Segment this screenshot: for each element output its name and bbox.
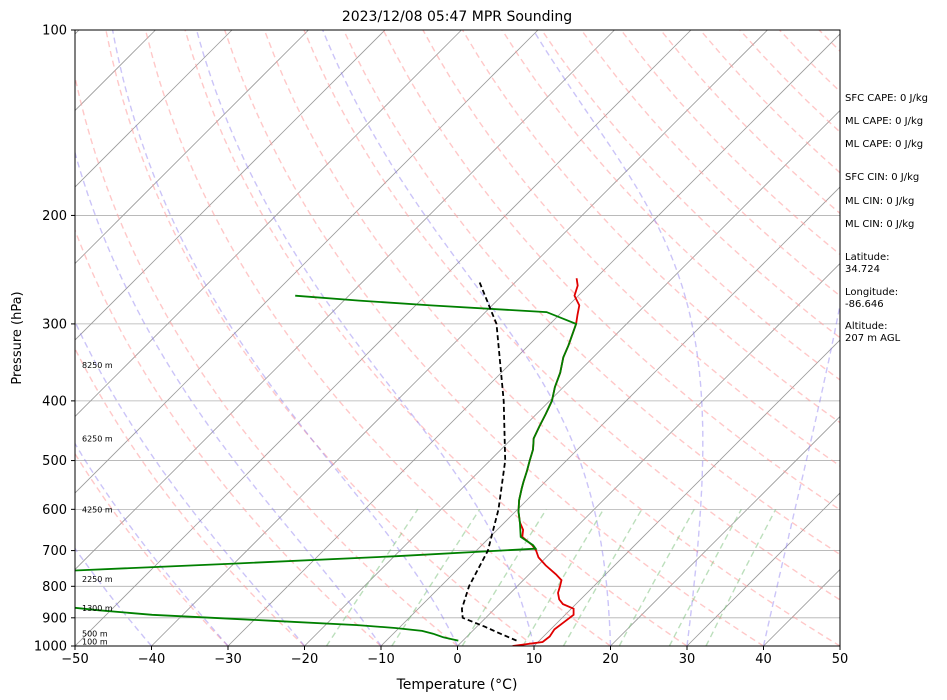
x-tick-label: 30 (679, 652, 696, 667)
ml-cape-text-2: ML CAPE: 0 J/kg (845, 139, 924, 150)
dry-adiabat (382, 30, 840, 511)
x-tick-label: −50 (61, 652, 88, 667)
grid-layer (0, 30, 840, 646)
mixing-ratio-line (562, 508, 643, 646)
dry-adiabat (342, 30, 840, 556)
ml-cin-text-2: ML CIN: 0 J/kg (845, 219, 915, 230)
height-label: 4250 m (82, 505, 113, 514)
mixing-ratio-line (668, 508, 742, 646)
moist-adiabat (75, 150, 382, 646)
x-tick-label: 50 (832, 652, 849, 667)
height-label: 500 m (82, 630, 108, 639)
x-axis-label: Temperature (°C) (396, 677, 518, 693)
isotherm-gridline (380, 186, 840, 646)
y-tick-label: 1000 (34, 640, 67, 655)
dry-adiabat (184, 30, 688, 646)
height-label: 1300 m (82, 604, 113, 613)
dry-adiabat (144, 30, 611, 646)
isotherm-gridline (533, 339, 840, 646)
mixing-ratio-line (522, 508, 605, 646)
x-tick-label: 20 (602, 652, 619, 667)
dewpoint-profile-line (75, 294, 578, 642)
isotherm-gridline (610, 415, 840, 646)
isotherm-gridline (75, 30, 462, 418)
ml-cape-text: ML CAPE: 0 J/kg (845, 116, 924, 127)
isotherm-gridline (75, 30, 615, 571)
dry-adiabat (303, 30, 840, 601)
isotherm-gridline (151, 30, 768, 646)
x-tick-label: 40 (755, 652, 772, 667)
dry-adiabat (75, 73, 458, 646)
x-tick-label: −40 (138, 652, 165, 667)
y-axis: 1000 900 800 700 600 500 400 300 200 100 (34, 24, 75, 655)
height-label: 100 m (82, 638, 108, 647)
y-tick-label: 500 (42, 454, 67, 469)
height-label: 8250 m (82, 361, 113, 370)
altitude-text: Altitude: 207 m AGL (845, 321, 901, 344)
moist-adiabat (322, 30, 612, 646)
y-axis-label: Pressure (hPa) (10, 291, 25, 384)
isotherm-gridline (0, 30, 3, 646)
y-tick-label: 700 (42, 544, 67, 559)
y-tick-label: 400 (42, 394, 67, 409)
isotherm-gridline (75, 30, 692, 646)
moist-adiabat (195, 30, 535, 646)
x-axis: −50 −40 −30 −20 −10 0 10 20 30 40 50 (61, 646, 848, 667)
latitude-text: Latitude: 34.724 (845, 252, 890, 275)
background-lines (75, 30, 840, 646)
dry-adiabat (263, 30, 840, 646)
y-tick-label: 200 (42, 209, 67, 224)
isotherm-gridline (457, 262, 840, 646)
isotherm-gridline (304, 109, 840, 646)
y-tick-label: 800 (42, 580, 67, 595)
y-tick-label: 900 (42, 611, 67, 626)
y-tick-label: 600 (42, 503, 67, 518)
height-label: 2250 m (82, 575, 113, 584)
moist-adiabat (111, 30, 459, 646)
x-tick-label: −10 (367, 652, 394, 667)
isotherm-gridline (75, 30, 386, 341)
moist-adiabat (762, 301, 840, 646)
isotherm-gridline (75, 30, 539, 494)
chart-title: 2023/12/08 05:47 MPR Sounding (342, 9, 572, 25)
x-tick-label: 10 (526, 652, 543, 667)
dry-adiabat (75, 452, 229, 646)
dry-adiabat (422, 30, 840, 467)
temperature-profile-line (512, 278, 581, 646)
ml-cin-text: ML CIN: 0 J/kg (845, 196, 915, 207)
mixing-ratio-line (461, 508, 547, 646)
longitude-text: Longitude: -86.646 (845, 287, 899, 310)
mixing-ratio-line (391, 508, 481, 646)
x-tick-label: −20 (291, 652, 318, 667)
moist-adiabat (75, 442, 229, 646)
dry-adiabat (224, 30, 764, 646)
mixing-ratio-line (705, 508, 777, 646)
isotherm-gridline (686, 492, 840, 646)
x-tick-label: 0 (453, 652, 461, 667)
dry-adiabat (580, 30, 840, 297)
height-label: 6250 m (82, 434, 113, 443)
dry-adiabat (105, 30, 535, 646)
isotherm-gridline (75, 30, 233, 188)
x-tick-label: −30 (214, 652, 241, 667)
isotherm-gridline (227, 33, 840, 646)
profile-lines (75, 278, 581, 646)
mixing-ratio-line (618, 508, 695, 646)
dry-adiabat (75, 228, 382, 646)
moist-adiabat (532, 30, 704, 646)
sfc-cape-text: SFC CAPE: 0 J/kg (845, 93, 928, 104)
isotherm-gridline (75, 30, 309, 265)
y-tick-label: 100 (42, 24, 67, 39)
y-tick-label: 300 (42, 317, 67, 332)
sfc-cin-text: SFC CIN: 0 J/kg (845, 172, 920, 183)
mixing-ratio-line (325, 508, 419, 646)
dry-adiabat (75, 347, 305, 646)
